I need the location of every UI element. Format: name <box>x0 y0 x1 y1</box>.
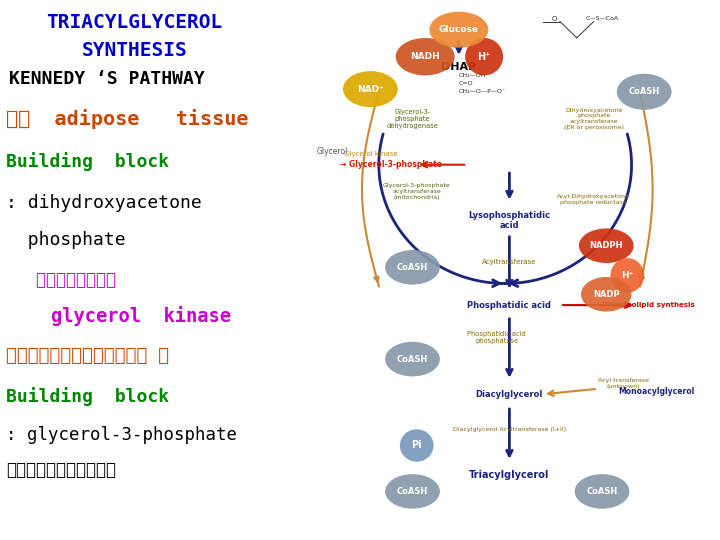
Text: Monoacylglycerol: Monoacylglycerol <box>618 387 695 396</box>
Text: Lysophosphatidic
acid: Lysophosphatidic acid <box>468 211 551 230</box>
Text: CoASH: CoASH <box>397 355 428 363</box>
Text: Acyl transferase
(unknown): Acyl transferase (unknown) <box>598 378 649 389</box>
Text: CH₂—O—P—O⁻: CH₂—O—P—O⁻ <box>459 89 506 94</box>
Text: CoASH: CoASH <box>586 487 618 496</box>
Text: KENNEDY ‘S PATHWAY: KENNEDY ‘S PATHWAY <box>9 70 204 88</box>
Ellipse shape <box>343 71 397 107</box>
Ellipse shape <box>429 12 488 48</box>
Ellipse shape <box>465 38 503 76</box>
Text: NAD⁺: NAD⁺ <box>357 85 384 93</box>
Text: SYNTHESIS: SYNTHESIS <box>81 40 187 59</box>
Ellipse shape <box>575 474 629 509</box>
Text: glycerol  kinase: glycerol kinase <box>6 306 231 326</box>
Text: Dihydroxyacetone
phosphate
acyltransferase
(ER or peroxisome): Dihydroxyacetone phosphate acyltransfera… <box>564 107 624 130</box>
Text: → Glycerol-3-phosphate: → Glycerol-3-phosphate <box>341 160 443 169</box>
Text: : dihydroxyacetone: : dihydroxyacetone <box>6 193 202 212</box>
Text: ใน  adipose   tissue: ใน adipose tissue <box>6 109 248 129</box>
Text: : glycerol-3-phosphate: : glycerol-3-phosphate <box>6 426 237 444</box>
Ellipse shape <box>579 228 634 263</box>
Text: เปนส่วนใหญ่: เปนส่วนใหญ่ <box>6 461 116 479</box>
Text: H⁺: H⁺ <box>477 52 491 62</box>
Text: CoASH: CoASH <box>397 263 428 272</box>
Text: O: O <box>552 16 557 22</box>
Text: TRIACYLGLYCEROL: TRIACYLGLYCEROL <box>46 14 222 32</box>
Ellipse shape <box>611 258 644 293</box>
Text: DHAP: DHAP <box>441 63 477 72</box>
Text: เพราะขาด: เพราะขาด <box>6 271 116 289</box>
Text: Phosphatidic acid: Phosphatidic acid <box>467 301 552 309</box>
Ellipse shape <box>396 38 454 76</box>
Text: Glucose: Glucose <box>439 25 479 34</box>
Ellipse shape <box>581 277 631 312</box>
Text: CH₂—OH: CH₂—OH <box>459 73 487 78</box>
Text: Diacylglycerol: Diacylglycerol <box>476 390 543 399</box>
Text: C—S—CoA: C—S—CoA <box>585 16 618 22</box>
Ellipse shape <box>385 342 440 376</box>
Text: Building  block: Building block <box>6 152 169 172</box>
Ellipse shape <box>385 474 440 509</box>
Ellipse shape <box>385 250 440 285</box>
Text: Triacylglycerol: Triacylglycerol <box>469 470 549 480</box>
Text: ในเซลลเนอยออน ๆ: ในเซลลเนอยออน ๆ <box>6 347 169 366</box>
Text: NADPH: NADPH <box>590 241 623 250</box>
Text: → Phospholipid synthesis: → Phospholipid synthesis <box>594 302 695 308</box>
Text: Pi: Pi <box>411 441 422 450</box>
Text: Glycerol kinase: Glycerol kinase <box>343 151 397 157</box>
Text: H⁺: H⁺ <box>621 271 634 280</box>
Text: Glycerol-3-
phosphate
dehydrogenase: Glycerol-3- phosphate dehydrogenase <box>387 109 438 129</box>
Text: Glycerol: Glycerol <box>317 147 348 156</box>
Text: CoASH: CoASH <box>397 487 428 496</box>
Text: Building  block: Building block <box>6 387 169 407</box>
Text: phosphate: phosphate <box>6 231 125 249</box>
Text: Diacylglycerol Acyltransferase (I+II): Diacylglycerol Acyltransferase (I+II) <box>453 427 566 432</box>
Text: NADH: NADH <box>410 52 440 61</box>
Ellipse shape <box>617 74 672 110</box>
Text: NADP: NADP <box>593 290 620 299</box>
Text: Phosphatidic acid
phosphatase: Phosphatidic acid phosphatase <box>467 331 526 344</box>
Ellipse shape <box>400 429 433 462</box>
Text: C=O: C=O <box>459 81 474 86</box>
Text: Acyl-Dihydroxyacetone
phosphate reductase: Acyl-Dihydroxyacetone phosphate reductas… <box>557 194 630 205</box>
Text: Glycerol-3-phosphate
acyltransferase
(mitochondria): Glycerol-3-phosphate acyltransferase (mi… <box>383 184 451 200</box>
Text: CoASH: CoASH <box>629 87 660 96</box>
Text: Acyltransferase: Acyltransferase <box>482 259 536 265</box>
